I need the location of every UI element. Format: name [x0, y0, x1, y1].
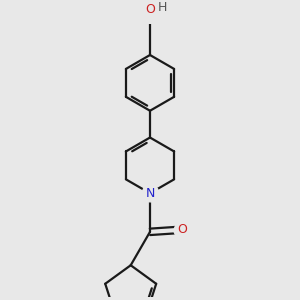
- Text: H: H: [158, 1, 167, 14]
- Text: O: O: [177, 223, 187, 236]
- Text: O: O: [145, 3, 155, 16]
- Text: N: N: [145, 187, 155, 200]
